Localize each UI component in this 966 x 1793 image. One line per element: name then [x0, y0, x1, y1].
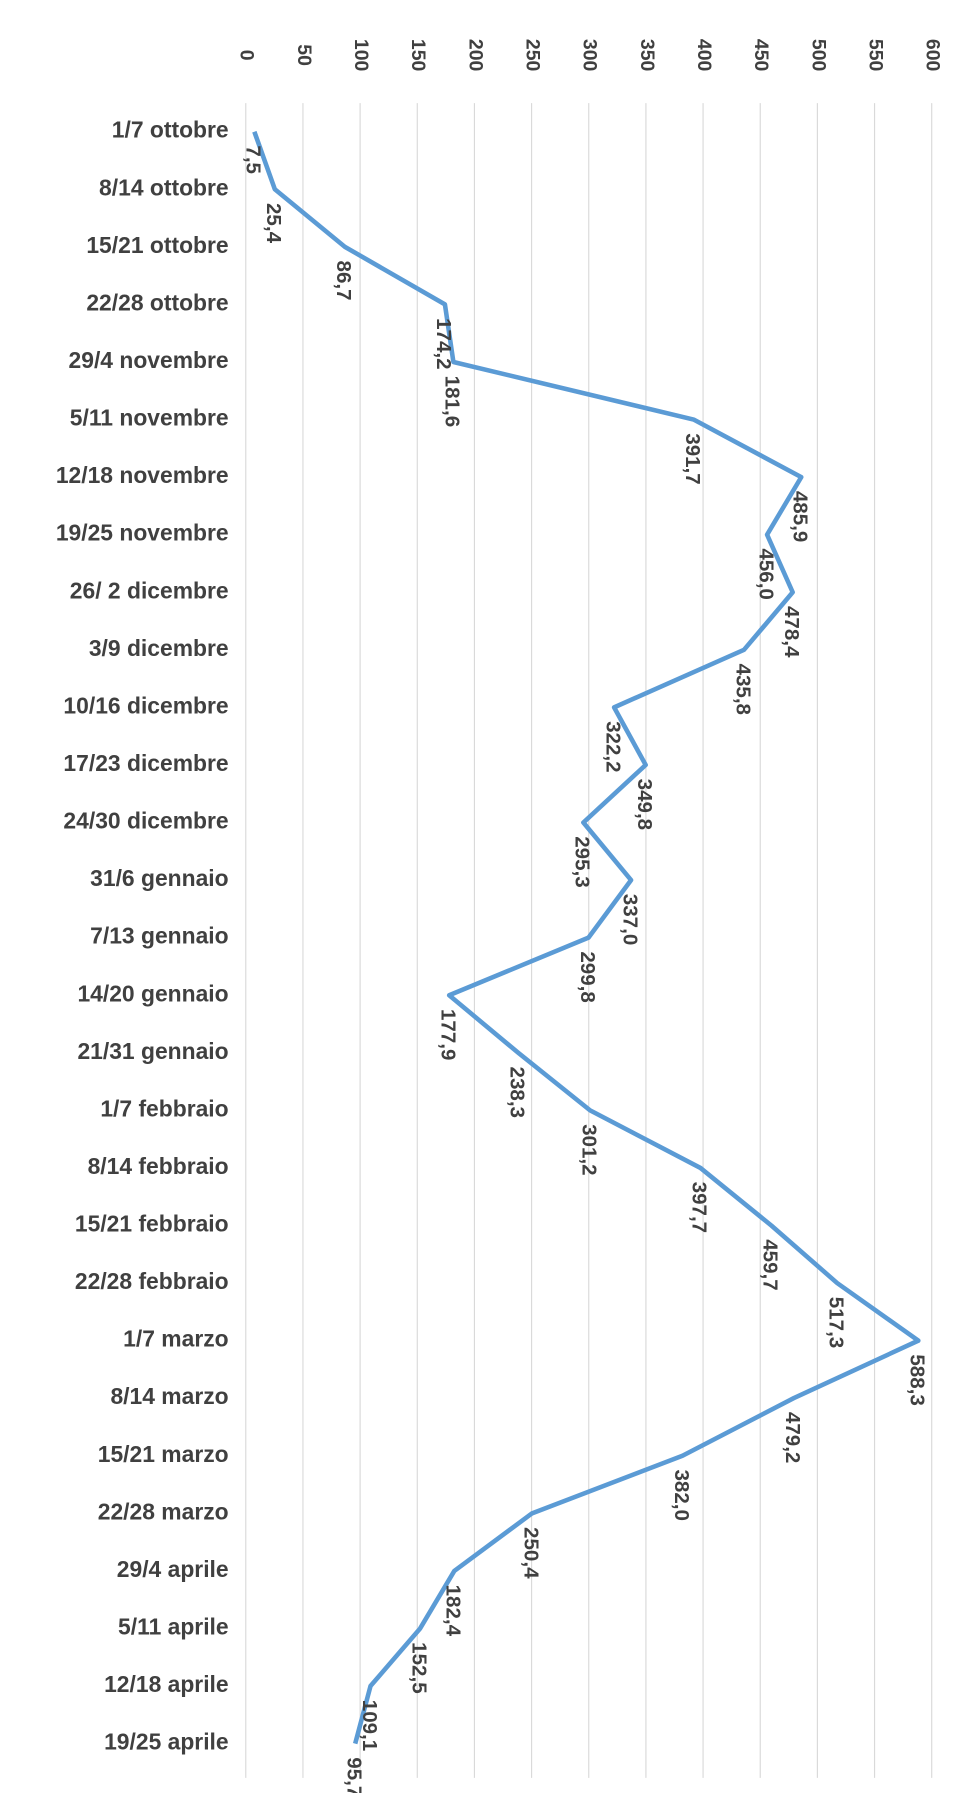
y-tick-label: 29/4 aprile	[117, 1556, 229, 1582]
x-tick-label: 50	[293, 44, 315, 66]
y-tick-label: 1/7 ottobre	[112, 117, 229, 143]
data-label: 391,7	[681, 433, 704, 484]
data-label: 517,3	[824, 1297, 847, 1348]
y-tick-label: 14/20 gennaio	[77, 980, 228, 1006]
y-tick-label: 15/21 febbraio	[75, 1211, 229, 1237]
y-tick-label: 12/18 novembre	[56, 462, 229, 488]
x-tick-label: 500	[807, 39, 829, 71]
x-tick-label: 400	[693, 39, 715, 71]
y-tick-label: 19/25 aprile	[104, 1729, 229, 1755]
data-label: 459,7	[759, 1239, 782, 1290]
y-tick-label: 22/28 marzo	[98, 1498, 229, 1524]
x-tick-label: 550	[864, 39, 886, 71]
data-label: 478,4	[780, 606, 803, 658]
y-tick-label: 15/21 marzo	[98, 1441, 229, 1467]
data-label: 86,7	[332, 261, 355, 301]
data-label: 181,6	[441, 376, 464, 427]
data-label: 349,8	[633, 779, 656, 830]
data-label: 109,1	[358, 1700, 381, 1751]
data-label: 397,7	[688, 1182, 711, 1233]
y-tick-label: 24/30 dicembre	[63, 808, 228, 834]
data-label: 174,2	[432, 318, 455, 369]
data-label: 177,9	[436, 1009, 459, 1060]
x-tick-label: 350	[636, 39, 658, 71]
data-label: 152,5	[407, 1642, 430, 1693]
data-label: 337,0	[618, 894, 641, 945]
x-tick-label: 100	[350, 39, 372, 71]
y-tick-label: 8/14 ottobre	[99, 174, 229, 200]
data-label: 485,9	[789, 491, 812, 542]
y-tick-label: 26/ 2 dicembre	[70, 577, 229, 603]
x-tick-label: 300	[579, 39, 601, 71]
y-tick-label: 17/23 dicembre	[63, 750, 228, 776]
y-tick-label: 21/31 gennaio	[77, 1038, 228, 1064]
x-tick-label: 600	[922, 39, 944, 71]
line	[252, 130, 921, 1745]
data-label: 299,8	[576, 951, 599, 1002]
y-tick-label: 3/9 dicembre	[89, 635, 229, 661]
y-tick-label: 22/28 ottobre	[86, 289, 228, 315]
data-label: 95,7	[342, 1757, 365, 1793]
x-tick-label: 200	[464, 39, 486, 71]
data-label: 182,4	[442, 1585, 465, 1637]
x-tick-label: 0	[236, 50, 258, 61]
y-tick-label: 1/7 marzo	[123, 1326, 228, 1352]
data-label: 435,8	[731, 664, 754, 715]
y-tick-label: 1/7 febbraio	[100, 1095, 228, 1121]
y-tick-label: 12/18 aprile	[104, 1671, 229, 1697]
data-label: 7,5	[242, 145, 265, 174]
data-label: 25,4	[262, 203, 285, 244]
y-tick-label: 22/28 febbraio	[75, 1268, 229, 1294]
x-tick-label: 450	[750, 39, 772, 71]
data-label: 322,2	[601, 721, 624, 772]
data-label: 588,3	[906, 1354, 929, 1405]
x-tick-label: 150	[407, 39, 429, 71]
y-tick-label: 5/11 novembre	[70, 405, 229, 431]
data-label: 382,0	[670, 1469, 693, 1520]
data-label: 238,3	[505, 1067, 528, 1118]
y-tick-label: 31/6 gennaio	[90, 865, 229, 891]
y-tick-label: 15/21 ottobre	[86, 232, 228, 258]
data-label: 456,0	[754, 548, 777, 599]
y-tick-label: 19/25 novembre	[56, 520, 229, 546]
y-tick-label: 7/13 gennaio	[90, 923, 229, 949]
x-tick-label: 250	[521, 39, 543, 71]
y-tick-label: 5/11 aprile	[118, 1614, 229, 1640]
y-tick-label: 29/4 novembre	[69, 347, 229, 373]
data-label: 250,4	[519, 1527, 542, 1579]
y-tick-label: 8/14 marzo	[110, 1383, 228, 1409]
data-label: 301,2	[577, 1124, 600, 1175]
y-tick-label: 10/16 dicembre	[63, 692, 228, 718]
data-label: 295,3	[571, 836, 594, 887]
y-tick-label: 8/14 febbraio	[88, 1153, 229, 1179]
data-label: 479,2	[781, 1412, 804, 1463]
